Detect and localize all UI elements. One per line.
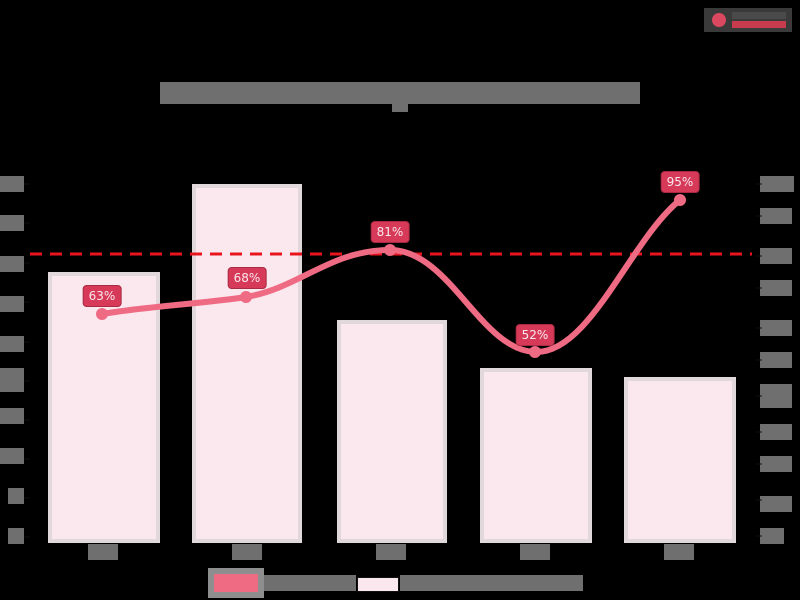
right-axis-tick-label bbox=[760, 496, 792, 512]
data-point bbox=[674, 194, 686, 206]
trend-curve bbox=[99, 197, 683, 356]
left-axis-tick-label bbox=[0, 176, 24, 192]
data-label: 52% bbox=[515, 324, 555, 346]
data-label: 63% bbox=[82, 285, 122, 307]
left-axis-tick-label bbox=[0, 296, 24, 312]
right-axis-tick-label bbox=[760, 384, 792, 408]
x-axis-label bbox=[664, 544, 694, 560]
x-axis-label bbox=[88, 544, 118, 560]
logo-text-top bbox=[732, 12, 786, 19]
bar-5 bbox=[624, 377, 736, 543]
data-point bbox=[240, 291, 252, 303]
right-axis-tick-label bbox=[760, 280, 792, 296]
data-point bbox=[384, 244, 396, 256]
legend-item-bar[interactable] bbox=[357, 577, 399, 592]
data-label: 81% bbox=[370, 221, 410, 243]
data-point bbox=[96, 308, 108, 320]
data-label: 68% bbox=[227, 267, 267, 289]
legend-swatch-line-icon bbox=[214, 574, 258, 592]
data-label: 95% bbox=[660, 171, 700, 193]
right-axis-tick-label bbox=[760, 248, 792, 264]
right-axis-tick-label bbox=[760, 208, 792, 224]
left-axis-tick-label bbox=[8, 528, 24, 544]
right-axis-tick-label bbox=[760, 528, 784, 544]
chart-title-descender bbox=[392, 104, 408, 112]
legend-label-bar bbox=[400, 575, 583, 591]
left-axis-tick-label bbox=[0, 368, 24, 392]
logo-mark-icon bbox=[712, 13, 726, 27]
right-axis-tick-label bbox=[760, 176, 794, 192]
bar-2 bbox=[192, 184, 302, 543]
right-axis-tick-label bbox=[760, 456, 792, 472]
bar-3 bbox=[337, 320, 447, 543]
left-axis-tick-label bbox=[0, 256, 24, 272]
x-axis-label bbox=[376, 544, 406, 560]
legend-item-line[interactable] bbox=[208, 568, 264, 598]
left-axis-tick-label bbox=[0, 408, 24, 424]
left-axis-tick-label bbox=[0, 448, 24, 464]
x-axis-label bbox=[520, 544, 550, 560]
data-point bbox=[529, 346, 541, 358]
x-axis-label bbox=[232, 544, 262, 560]
chart-title bbox=[160, 82, 640, 104]
legend-label-line bbox=[264, 575, 356, 591]
left-axis-tick-label bbox=[8, 488, 24, 504]
right-axis-tick-label bbox=[760, 424, 792, 440]
logo-text-bottom bbox=[732, 21, 786, 28]
left-axis-tick-label bbox=[0, 215, 24, 231]
right-axis-tick-label bbox=[760, 320, 792, 336]
left-axis-tick-label bbox=[0, 336, 24, 352]
bar-4 bbox=[480, 368, 592, 543]
right-axis-tick-label bbox=[760, 352, 792, 368]
brand-logo bbox=[704, 8, 792, 32]
